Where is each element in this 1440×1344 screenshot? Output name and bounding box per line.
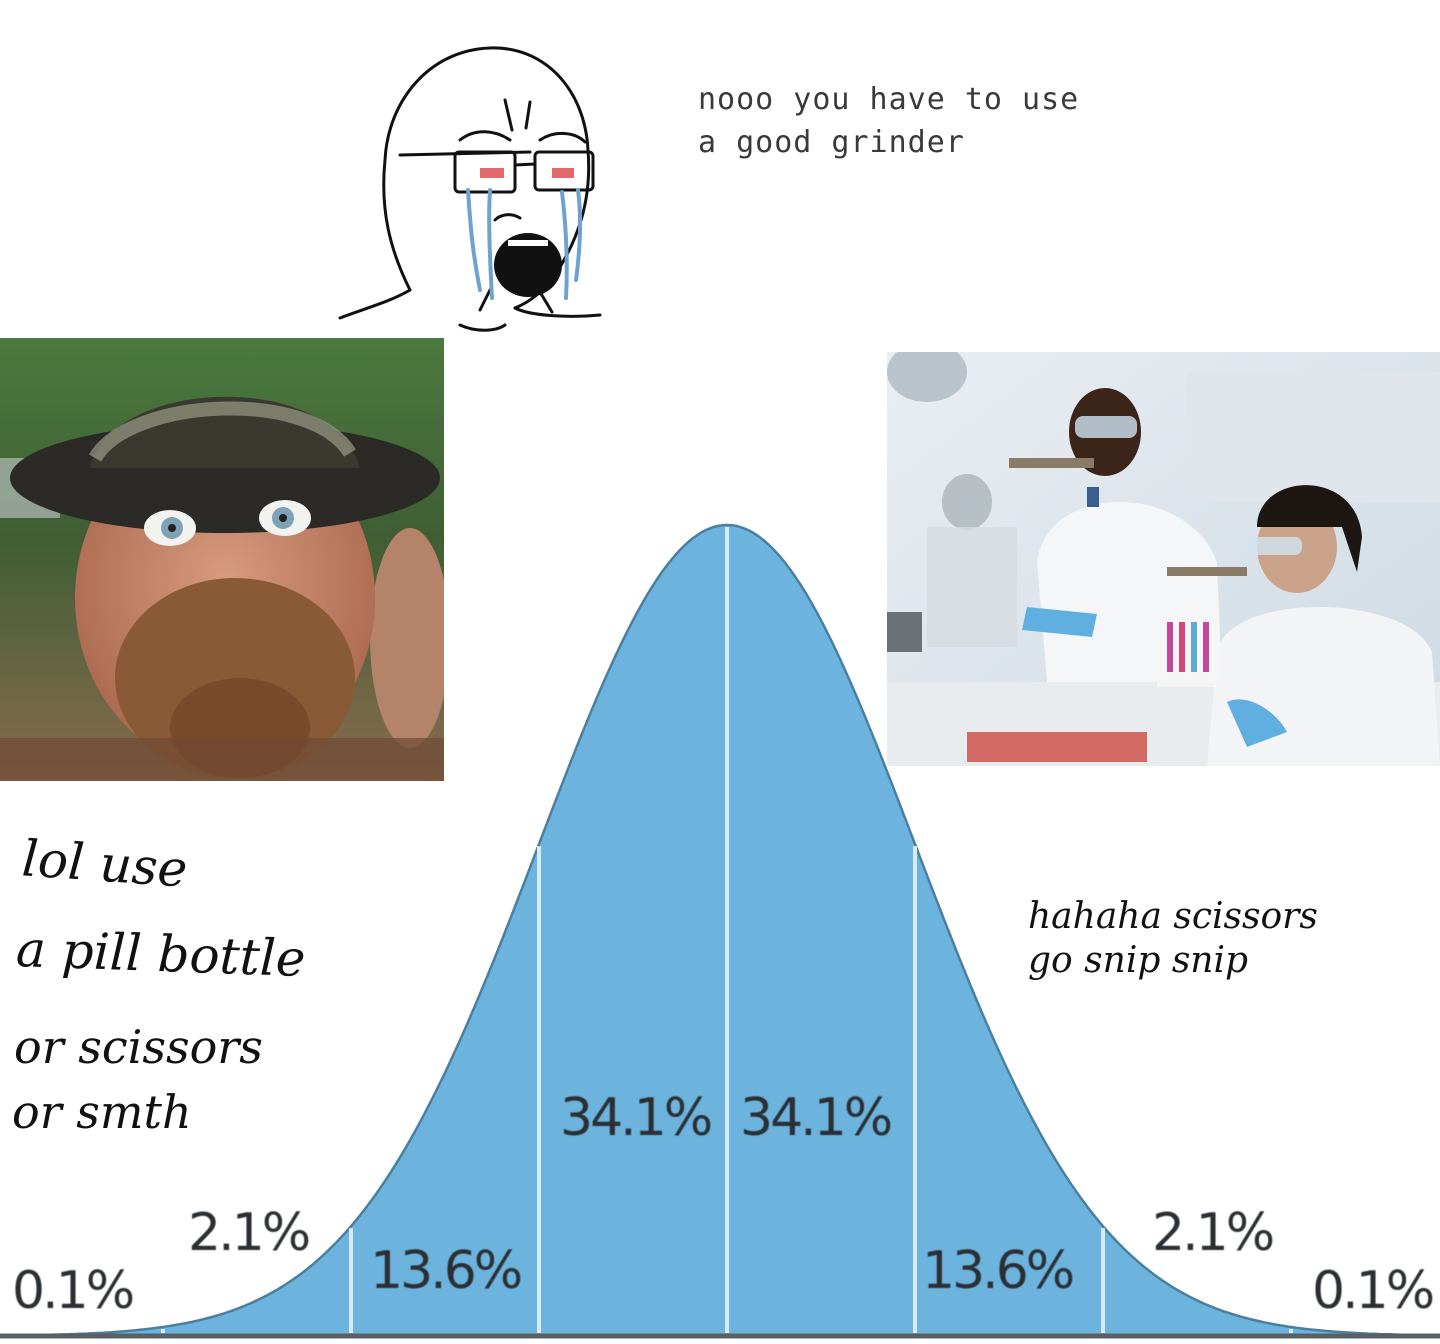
label-left-mid: 13.6% [370,1241,523,1301]
bell-curve-area [0,523,1440,1338]
hillbilly-photo [0,338,444,781]
top-caption-line-2: a good grinder [698,125,965,160]
label-far-right: 0.1% [1312,1261,1435,1321]
top-caption-line-1: nooo you have to use [698,82,1080,117]
right-caption-line-2: go snip snip [1028,940,1249,981]
label-right-mid: 13.6% [922,1241,1075,1301]
left-caption-line-1: lol use [20,829,190,899]
label-left-tail: 2.1% [188,1203,311,1263]
label-far-left: 0.1% [12,1261,135,1321]
right-caption: hahaha scissors go snip snip [1028,895,1318,983]
top-caption: nooo you have to use a good grinder [698,78,1079,164]
label-right-center: 34.1% [740,1088,893,1148]
left-caption-line-4: or smth [12,1085,192,1139]
left-caption-line-2: a pill bottle [15,919,307,989]
label-left-center: 34.1% [560,1088,713,1148]
label-right-tail: 2.1% [1152,1203,1275,1263]
lab-scientists-photo [887,352,1440,766]
crying-wojak-image [338,46,602,332]
sigma-dividers [161,527,1293,1333]
left-caption-line-3: or scissors [14,1020,263,1074]
right-caption-line-1: hahaha scissors [1028,896,1318,937]
